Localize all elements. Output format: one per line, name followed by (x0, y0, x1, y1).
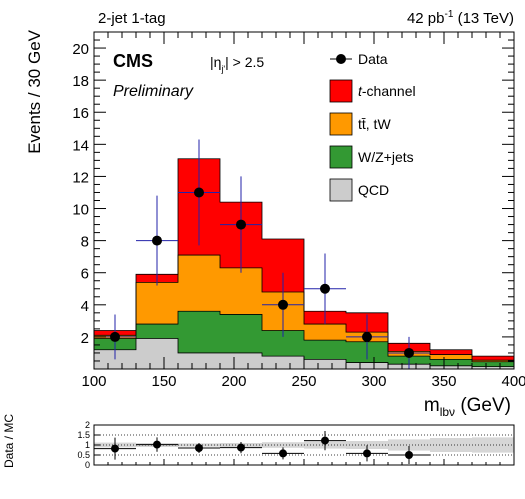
legend-label-data: Data (358, 51, 388, 67)
y-tick-label: 8 (81, 234, 89, 251)
ratio-point-1 (111, 444, 119, 453)
ratio-y-tick-label: 0.5 (77, 450, 90, 460)
legend-swatch-ttbar-tw (329, 112, 353, 136)
x-tick-label: 400 (501, 373, 525, 390)
legend: Data t-channel tt̄, tW W/Z+jets QCD (329, 51, 416, 202)
y-tick-label: 2 (81, 330, 89, 347)
data-point-5 (278, 299, 288, 310)
x-tick-label: 100 (81, 373, 106, 390)
ratio-y-axis-title: Data / MC (2, 414, 16, 468)
luminosity-exponent: -1 (445, 9, 454, 20)
y-tick-label: 4 (81, 298, 89, 315)
legend-label-qcd: QCD (358, 182, 389, 198)
hist-bar-wz-jets-4 (220, 314, 262, 353)
data-point-6 (320, 283, 330, 294)
y-tick-label: 20 (72, 41, 89, 58)
hist-bar-qcd-4 (220, 352, 262, 369)
luminosity-label: 42 pb-1 (13 TeV) (407, 9, 514, 27)
hist-bar-wz-jets-6 (304, 340, 346, 360)
hist-bar-qcd-3 (178, 352, 220, 369)
legend-label-ttbar-tw: tt̄, tW (358, 116, 391, 132)
y-tick-label: 16 (72, 105, 89, 122)
legend-data-marker (336, 54, 346, 64)
y-tick-label: 6 (81, 266, 89, 283)
ratio-point-7 (363, 449, 371, 458)
ratio-y-tick-label: 0 (85, 460, 90, 470)
ratio-y-tick-label: 1 (85, 440, 90, 450)
hist-bar-ttbar-tw-2 (136, 282, 178, 325)
hist-bar-wz-jets-2 (136, 324, 178, 339)
hist-bar-qcd-10 (472, 366, 514, 369)
hist-bar-wz-jets-9 (430, 359, 472, 366)
hist-bar-ttbar-tw-10 (472, 360, 514, 362)
data-point-7 (362, 331, 372, 342)
data-points (94, 139, 430, 369)
data-point-8 (404, 347, 414, 358)
ratio-plot-frame (93, 424, 515, 466)
y-tick-label: 10 (72, 202, 89, 219)
x-tick-label: 350 (431, 373, 456, 390)
x-tick-label: 150 (151, 373, 176, 390)
hist-bar-wz-jets-10 (472, 361, 514, 367)
hist-bar-ttbar-tw-9 (430, 354, 472, 360)
ratio-y-tick-label: 1.5 (77, 430, 90, 440)
ratio-panel: 00.511.52 (77, 420, 514, 470)
ratio-point-8 (405, 451, 413, 459)
hist-bar-qcd-5 (262, 356, 304, 369)
legend-swatch-wz-jets (329, 145, 353, 169)
data-point-4 (236, 219, 246, 230)
hist-bar-ttbar-tw-6 (304, 324, 346, 341)
legend-swatch-qcd (329, 178, 353, 202)
hist-bar-qcd-7 (346, 362, 388, 369)
hist-bar-wz-jets-3 (178, 311, 220, 353)
hist-bar-qcd-2 (136, 338, 178, 369)
category-label: 2-jet 1-tag (98, 10, 166, 27)
ratio-point-4 (237, 443, 245, 452)
ratio-point-6 (321, 436, 329, 445)
hist-bar-t-channel-10 (472, 356, 514, 361)
x-axis-ticks: 100 150 200 250 300 350 400 (81, 32, 525, 465)
data-point-1 (110, 331, 120, 342)
eta-cut-subscript: j' (220, 64, 225, 74)
data-point-2 (152, 235, 162, 246)
hist-bar-t-channel-9 (430, 349, 472, 355)
ratio-point-3 (195, 444, 203, 452)
ratio-point-5 (279, 449, 287, 458)
y-tick-label: 14 (72, 137, 89, 154)
data-point-3 (194, 187, 204, 198)
hist-bar-ttbar-tw-4 (220, 267, 262, 315)
legend-label-t-channel: t-channel (358, 83, 416, 99)
hist-outline-wz-jets (93, 310, 515, 369)
x-tick-label: 250 (291, 373, 316, 390)
hist-bar-ttbar-tw-3 (178, 255, 220, 312)
y-axis-title: Events / 30 GeV (25, 29, 44, 153)
x-tick-label: 200 (221, 373, 246, 390)
x-tick-label: 300 (361, 373, 386, 390)
cms-label: CMS (113, 51, 153, 71)
x-axis-title: mlbν (GeV) (424, 395, 511, 419)
hist-bar-qcd-9 (430, 365, 472, 369)
legend-swatch-t-channel (329, 79, 353, 103)
y-axis-ticks: 2 4 6 8 10 12 14 16 18 20 (72, 31, 514, 370)
eta-cut-label: |ηj'| > 2.5 (210, 54, 264, 74)
y-tick-label: 18 (72, 73, 89, 90)
ratio-y-tick-label: 2 (85, 420, 90, 430)
legend-label-wz-jets: W/Z+jets (358, 149, 414, 165)
hist-bar-qcd-6 (304, 359, 346, 369)
preliminary-label: Preliminary (113, 83, 194, 100)
y-tick-label: 12 (72, 169, 89, 186)
ratio-point-2 (153, 440, 161, 449)
